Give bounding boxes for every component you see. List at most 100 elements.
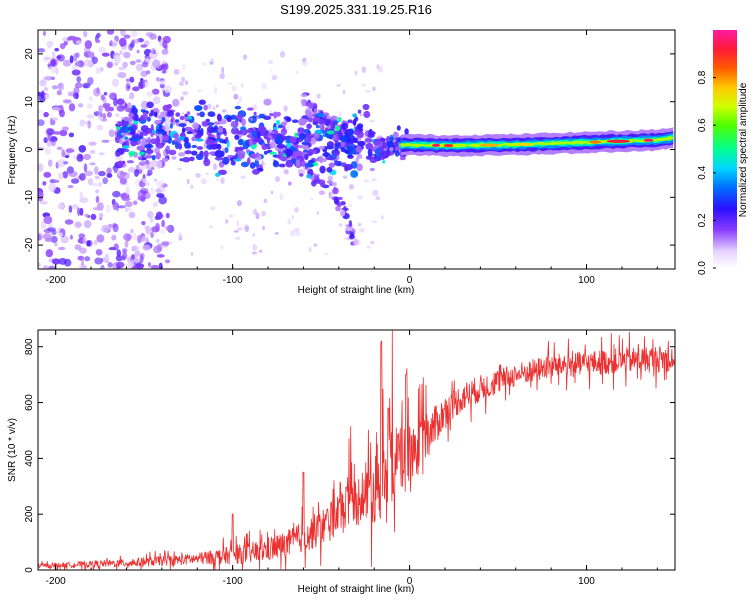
spectral-blob xyxy=(294,207,299,213)
spectral-blob xyxy=(119,138,124,145)
spectral-blob xyxy=(83,163,88,172)
spectral-blob xyxy=(300,118,309,123)
spectral-blob xyxy=(169,123,173,129)
spectral-blob xyxy=(141,61,149,68)
spectral-blob xyxy=(203,104,208,111)
spectral-blob xyxy=(311,180,317,187)
spectral-blob xyxy=(106,167,112,175)
spectral-blob xyxy=(129,60,136,66)
y-tick-label: 0 xyxy=(24,567,35,573)
spectral-blob xyxy=(214,150,224,158)
spectral-blob xyxy=(38,163,44,172)
spectral-blob xyxy=(43,137,48,144)
spectral-blob xyxy=(163,85,173,94)
spectral-blob xyxy=(108,247,117,251)
spectral-blob xyxy=(78,103,84,108)
spectral-blob xyxy=(68,132,75,138)
spectral-blob xyxy=(122,61,128,68)
spectral-blob xyxy=(162,135,170,142)
spectral-blob xyxy=(108,92,116,100)
spectral-blob xyxy=(165,212,170,219)
spectral-blob xyxy=(119,177,128,185)
spectral-blob xyxy=(45,249,53,258)
spectral-blob xyxy=(43,87,49,91)
spectral-blob xyxy=(164,259,171,264)
snr-y-ticks: 0 200 400 600 800 xyxy=(24,338,675,573)
spectral-blob xyxy=(328,191,332,199)
spectral-blob xyxy=(317,179,326,185)
spectral-blob xyxy=(128,211,136,219)
spectral-blob xyxy=(50,179,60,184)
spectral-blob xyxy=(87,120,92,129)
x-tick-label: 0 xyxy=(407,576,413,587)
spectral-blob xyxy=(265,198,268,203)
spectral-blob xyxy=(334,120,338,126)
spectral-blob xyxy=(206,125,215,133)
spectral-blob xyxy=(178,123,187,128)
spectral-blob xyxy=(127,102,132,108)
spectral-blob xyxy=(42,30,47,36)
spectral-blob xyxy=(59,129,68,137)
spectral-blob xyxy=(295,159,301,168)
spectral-blob xyxy=(137,81,146,89)
spectral-blob xyxy=(38,234,42,241)
spectral-blob xyxy=(98,105,103,114)
spectral-blob xyxy=(74,82,83,89)
spectral-blob xyxy=(65,148,75,153)
spectral-blob xyxy=(348,220,352,227)
spectral-blob xyxy=(318,145,326,150)
spectral-blob xyxy=(139,187,149,194)
spectral-blob xyxy=(144,155,153,159)
spectral-blob xyxy=(155,142,164,149)
spectral-blob xyxy=(249,162,256,169)
spectral-blob xyxy=(59,43,66,50)
spectral-blob xyxy=(238,96,243,103)
spectral-blob xyxy=(241,118,246,126)
x-tick-label: -100 xyxy=(223,576,243,587)
spectral-blob xyxy=(149,33,157,40)
spectral-blob xyxy=(44,148,52,155)
spectral-blob xyxy=(61,149,66,158)
spectral-blob xyxy=(325,156,335,161)
spectral-blob xyxy=(322,152,331,157)
spectral-blob xyxy=(106,173,113,178)
spectral-blob xyxy=(161,49,169,55)
spectral-blob xyxy=(48,182,57,192)
spectral-blob xyxy=(124,239,129,248)
spectral-blob xyxy=(167,110,175,117)
spectral-blob xyxy=(271,190,273,195)
spectral-blob xyxy=(73,53,78,62)
spectral-blob xyxy=(357,141,364,146)
spectral-blob xyxy=(115,152,121,157)
spectral-blob xyxy=(255,212,260,220)
spectral-blob xyxy=(57,172,64,180)
spectral-blob xyxy=(48,265,56,269)
spectral-blob xyxy=(221,109,227,113)
spectral-blob xyxy=(119,37,127,47)
spectral-blob xyxy=(363,179,370,183)
spectral-blob xyxy=(237,227,243,231)
spectral-blob xyxy=(236,220,239,227)
spectral-blob xyxy=(96,124,104,131)
spectral-blob xyxy=(334,143,339,152)
spectral-blob xyxy=(272,160,280,168)
spectral-blob xyxy=(301,141,310,146)
colorbar-label: Normalized spectral amplitude xyxy=(738,82,749,217)
spectral-blob xyxy=(345,134,352,143)
spectral-blob xyxy=(396,125,401,131)
spectral-blob xyxy=(297,127,305,134)
spectral-blob xyxy=(87,178,94,186)
spectral-blob xyxy=(111,78,120,88)
spectral-blob xyxy=(292,119,299,123)
spectral-blob xyxy=(133,257,141,264)
spectral-blob xyxy=(300,93,308,98)
spectral-blob xyxy=(109,40,113,47)
spectral-blob xyxy=(130,30,138,37)
snr-panel: -200 -100 0 100 0 200 400 600 800 Height of str… xyxy=(7,329,676,595)
spectral-blob xyxy=(358,222,362,227)
spectral-blob xyxy=(67,184,74,189)
spectral-blob xyxy=(218,169,227,175)
spectral-blob xyxy=(131,254,135,260)
spectral-blob xyxy=(98,152,105,156)
spectral-blob xyxy=(200,127,204,136)
